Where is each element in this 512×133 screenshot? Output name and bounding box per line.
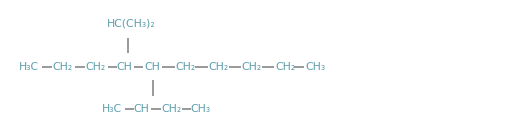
Text: CH₂: CH₂ — [275, 61, 295, 72]
Text: H₃C: H₃C — [102, 105, 122, 115]
Text: CH: CH — [117, 61, 133, 72]
Text: CH₃: CH₃ — [306, 61, 326, 72]
Text: CH₂: CH₂ — [209, 61, 229, 72]
Text: CH₂: CH₂ — [52, 61, 73, 72]
Text: CH₂: CH₂ — [86, 61, 105, 72]
Text: CH₂: CH₂ — [162, 105, 182, 115]
Text: CH₂: CH₂ — [242, 61, 262, 72]
Text: CH₃: CH₃ — [190, 105, 210, 115]
Text: CH₂: CH₂ — [176, 61, 196, 72]
Text: H₃C: H₃C — [19, 61, 39, 72]
Text: HC(CH₃)₂: HC(CH₃)₂ — [107, 18, 156, 28]
Text: CH: CH — [134, 105, 150, 115]
Text: CH: CH — [145, 61, 161, 72]
